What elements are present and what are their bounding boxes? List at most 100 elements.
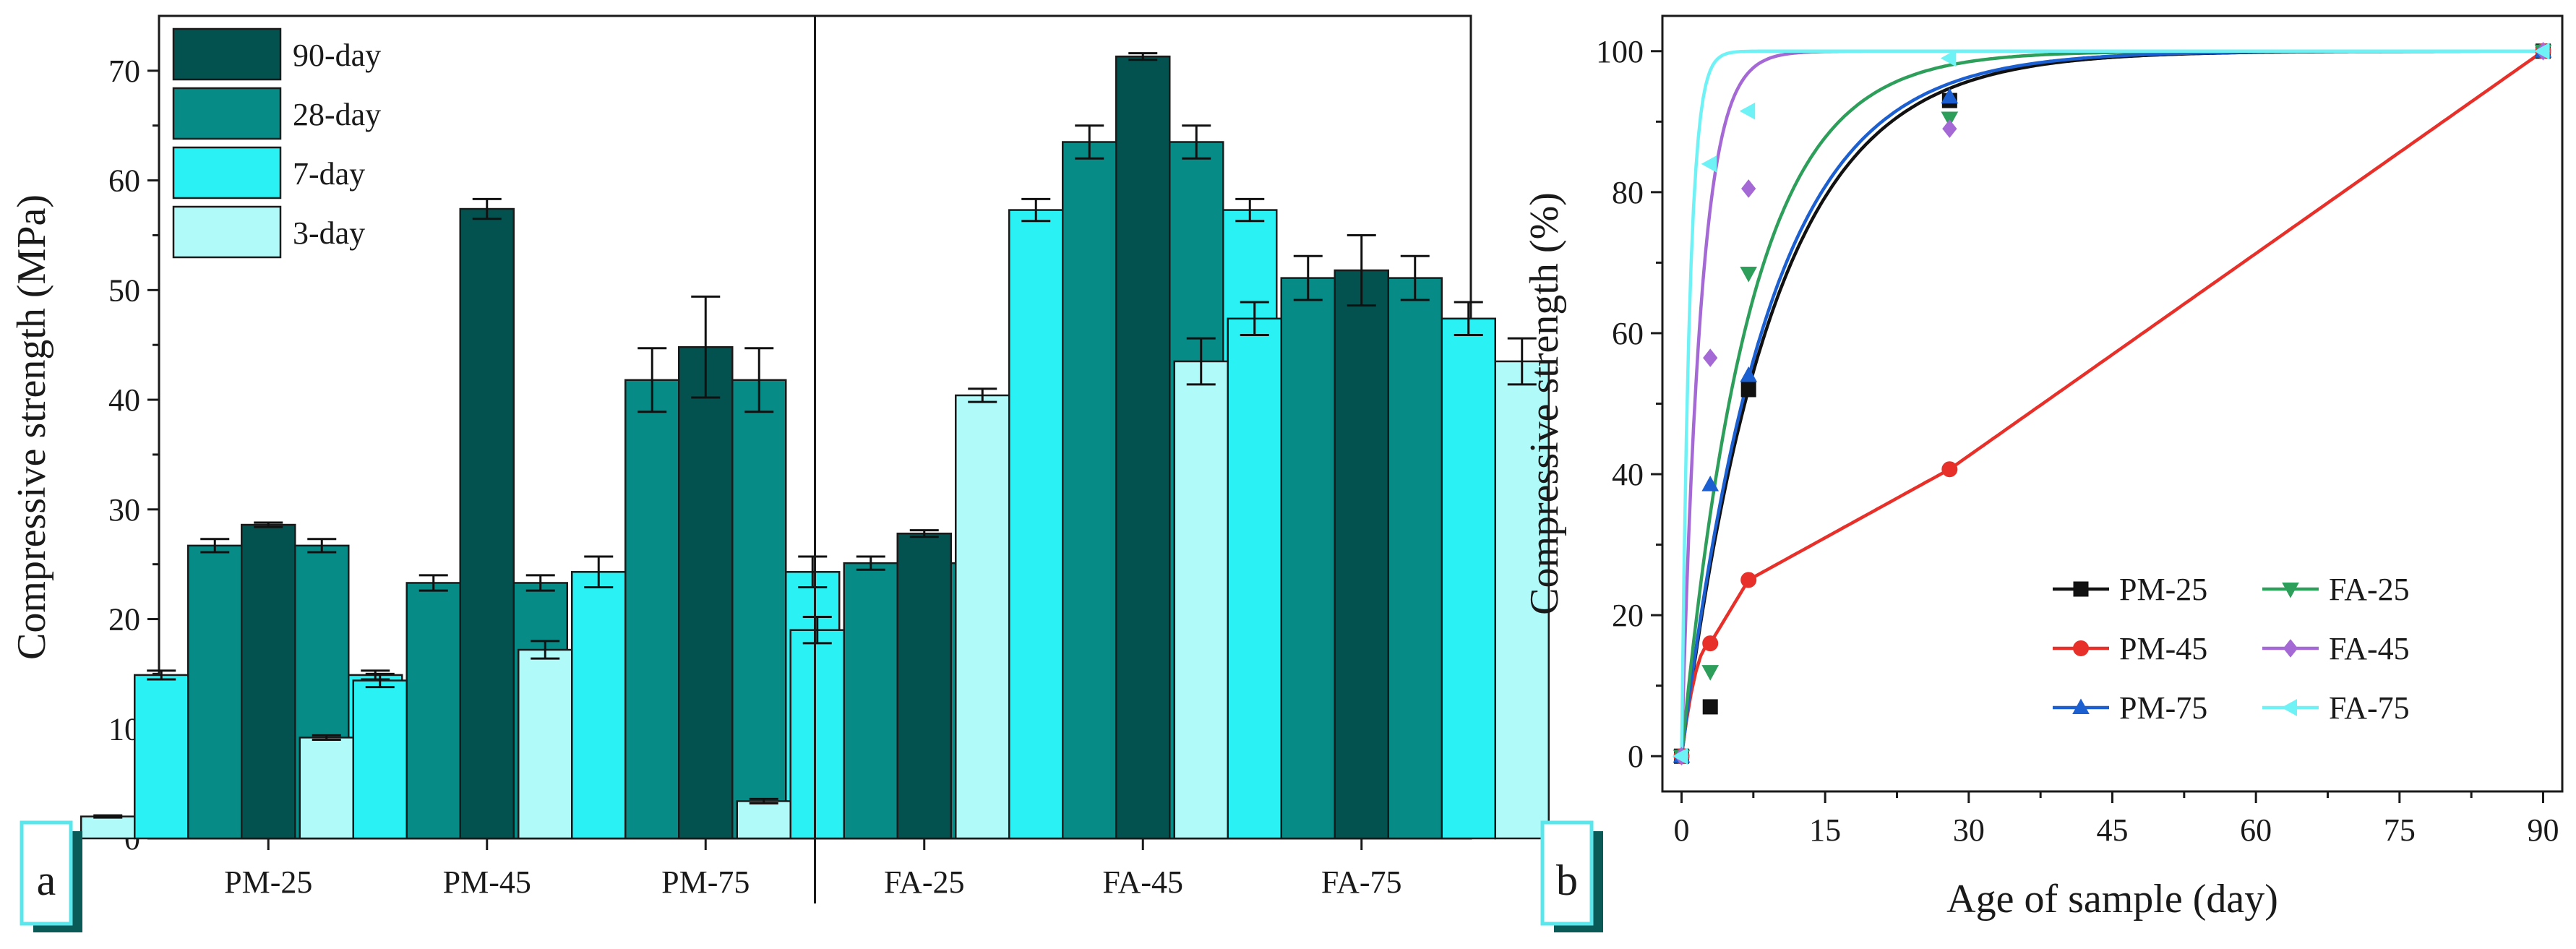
y-tick-label: 60 (1612, 316, 1644, 351)
bar-3-day-PM-75 (518, 648, 573, 840)
bar-28-day-PM-75 (731, 379, 787, 840)
bar-90-day-PM-25 (241, 523, 296, 840)
legend-label: FA-25 (2329, 572, 2410, 607)
bar-3-day-FA-45 (955, 394, 1010, 840)
data-point-PM-75 (1941, 87, 1959, 104)
legend-label: 7-day (293, 156, 365, 192)
legend-label: PM-75 (2119, 690, 2207, 726)
y-tick-label: 30 (108, 492, 140, 528)
x-tick-label: 75 (2384, 812, 2416, 848)
x-tick-label: FA-25 (884, 864, 965, 900)
bar-28-day-FA-45 (1062, 141, 1117, 840)
bar-7-day-FA-25 (789, 629, 845, 840)
y-tick-label: 20 (1612, 598, 1644, 633)
bar-90-day-FA-25 (896, 532, 952, 840)
panel-letter-box (20, 820, 73, 926)
data-point-PM-75 (1701, 476, 1720, 491)
bar-3-day-FA-25 (736, 800, 791, 840)
data-point-PM-75 (1740, 366, 1758, 382)
y-tick-label: 40 (108, 382, 140, 418)
data-point-FA-75 (1701, 155, 1717, 173)
bar-3-day-FA-75 (1494, 360, 1550, 840)
bar-90-day-PM-75 (678, 345, 734, 840)
data-point-PM-45 (1941, 461, 1958, 478)
x-tick-label: 60 (2240, 812, 2272, 848)
y-tick-label: 100 (1596, 34, 1644, 69)
bar-28-day-PM-25 (187, 544, 243, 840)
data-point-PM-45 (1702, 635, 1719, 652)
bar-7-day-FA-75 (1441, 317, 1496, 840)
bar-7-day-PM-75 (571, 571, 627, 840)
x-tick-label: 90 (2528, 812, 2559, 848)
y-axis-title: Compressive strength (MPa) (9, 194, 54, 660)
legend-label: PM-25 (2119, 572, 2207, 607)
data-point-FA-25 (1941, 111, 1959, 127)
x-tick-label: PM-25 (224, 864, 312, 900)
legend-label: 90-day (293, 38, 381, 73)
x-tick-label: FA-45 (1102, 864, 1183, 900)
legend-label: 28-day (293, 97, 381, 132)
bar-28-day-PM-45 (405, 582, 461, 840)
y-tick-label: 60 (108, 163, 140, 199)
legend-swatch-3-day (172, 205, 282, 259)
x-axis-title: Age of sample (day) (1946, 877, 2278, 922)
data-point-FA-75 (1940, 49, 1957, 67)
x-tick-label: 30 (1953, 812, 1985, 848)
data-point-FA-75 (1672, 747, 1688, 765)
data-point-PM-45 (1740, 572, 1757, 588)
bar-7-day-FA-45 (1008, 209, 1064, 840)
bar-28-day-PM-75 (624, 379, 680, 840)
legend-marker-PM-75 (2072, 698, 2090, 714)
legend-label: 3-day (293, 215, 365, 251)
x-tick-label: PM-45 (443, 864, 531, 900)
bar-3-day-PM-25 (80, 815, 136, 840)
bar-28-day-FA-75 (1280, 277, 1336, 840)
bar-90-day-FA-75 (1334, 269, 1389, 840)
legend-marker-FA-25 (2282, 583, 2299, 598)
data-point-PM-25 (1702, 699, 1718, 715)
y-tick-label: 20 (108, 602, 140, 637)
y-tick-label: 70 (108, 53, 140, 89)
y-tick-label: 80 (1612, 175, 1644, 210)
y-axis-title: Compressive strength (%) (1522, 192, 1567, 615)
x-tick-label: PM-75 (661, 864, 750, 900)
y-tick-label: 0 (1628, 739, 1644, 774)
data-point-FA-75 (1739, 102, 1756, 120)
panel-a-bar-chart: 010203040506070Compressive strength (MPa… (9, 14, 1550, 932)
legend-marker-PM-25 (2073, 581, 2089, 597)
y-tick-label: 50 (108, 272, 140, 308)
panel-letter-a: a (37, 856, 56, 904)
legend-label: FA-45 (2329, 631, 2410, 666)
x-tick-label: FA-75 (1321, 864, 1402, 900)
x-tick-label: 15 (1809, 812, 1841, 848)
bar-90-day-PM-45 (459, 207, 515, 840)
legend-marker-FA-45 (2283, 639, 2298, 658)
bar-7-day-PM-25 (134, 674, 189, 840)
data-point-FA-25 (1701, 665, 1720, 681)
legend-swatch-28-day (172, 87, 282, 140)
bar-3-day-PM-45 (299, 737, 354, 840)
legend-label: FA-75 (2329, 690, 2410, 726)
legend: PM-25 PM-45 PM-75 FA-25 FA-45 FA-75 (2053, 572, 2410, 726)
bar-28-day-FA-25 (843, 562, 898, 840)
legend-marker-PM-45 (2073, 640, 2089, 656)
data-point-FA-75 (2533, 42, 2550, 60)
legend-swatch-90-day (172, 27, 282, 81)
x-tick-label: 0 (1673, 812, 1689, 848)
legend: 90-day 28-day 7-day 3-day (172, 27, 381, 259)
data-point-FA-45 (1942, 119, 1957, 138)
data-point-FA-25 (1740, 267, 1758, 283)
y-tick-label: 40 (1612, 457, 1644, 492)
legend-marker-FA-75 (2281, 699, 2297, 716)
data-point-PM-25 (1740, 382, 1756, 398)
bar-7-day-PM-45 (352, 679, 408, 840)
bar-90-day-FA-45 (1115, 55, 1171, 840)
bar-28-day-FA-75 (1387, 277, 1443, 840)
panel-b-line-chart: 0 15 30 45 60 75 90 0 20 40 60 80 100 Age of sample (… (1522, 14, 2564, 932)
data-point-FA-45 (1741, 179, 1756, 198)
x-tick-label: 45 (2097, 812, 2129, 848)
legend-label: PM-45 (2119, 631, 2207, 666)
fit-line-PM-45 (1680, 49, 2544, 757)
bar-3-day-FA-75 (1173, 360, 1229, 840)
